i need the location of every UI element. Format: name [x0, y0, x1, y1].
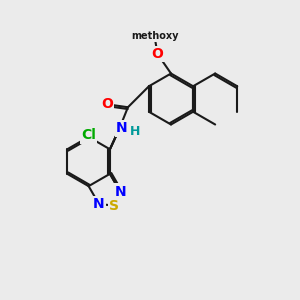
- Text: methoxy: methoxy: [152, 31, 158, 32]
- Text: N: N: [116, 121, 128, 135]
- Text: N: N: [114, 185, 126, 199]
- Text: O: O: [152, 47, 164, 61]
- Text: methoxy: methoxy: [153, 32, 159, 34]
- Text: S: S: [109, 199, 119, 213]
- Text: H: H: [130, 125, 141, 138]
- Text: methoxy: methoxy: [131, 31, 178, 41]
- Text: O: O: [101, 97, 113, 111]
- Text: N: N: [93, 197, 105, 211]
- Text: Cl: Cl: [81, 128, 96, 142]
- Text: O: O: [152, 47, 163, 61]
